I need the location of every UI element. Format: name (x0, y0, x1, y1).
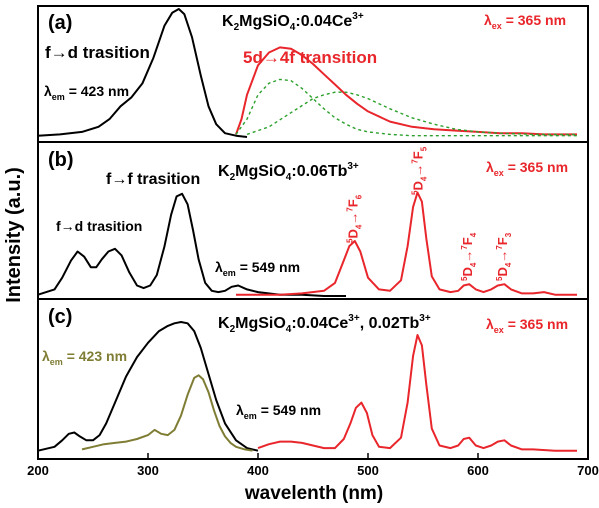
panel-b-series (37, 191, 577, 297)
panel-b-transition-labels: 5D4→7F6 5D4→7F5 5D4→7F4 5D4→7F3 (346, 146, 514, 281)
panel-a-series-2 (235, 78, 577, 137)
panel-a-series-0 (37, 8, 248, 138)
panel-a-fd-transition: f→d trasition (45, 43, 150, 62)
y-axis-title: Intensity (a.u.) (3, 167, 25, 303)
panel-c-series-2 (257, 334, 577, 452)
panel-c-title: K2MgSiO4:0.04Ce3+, 0.02Tb3+ (218, 313, 431, 335)
transition-label-0: 5D4→7F6 (346, 194, 364, 243)
x-tick-label-2: 400 (247, 463, 269, 478)
x-tick-label-5: 700 (577, 463, 599, 478)
panel-a-title: K2MgSiO4:0.04Ce3+ (222, 11, 364, 33)
panel-b-series-1 (236, 191, 577, 296)
x-tick-label-0: 200 (27, 463, 49, 478)
panel-c-lambda-em-549: λem = 549 nm (236, 402, 321, 421)
panel-a-series (37, 8, 577, 138)
panel-c-label: (c) (48, 306, 72, 328)
transition-label-2: 5D4→7F4 (460, 232, 478, 281)
panel-c-frame (37, 298, 589, 460)
x-tick-label-3: 500 (357, 463, 379, 478)
panel-b-label: (b) (48, 149, 74, 171)
panel-b-fd-transition: f→d trasition (56, 218, 142, 234)
panel-a-series-3 (246, 91, 577, 136)
panel-b-excitation: λex = 365 nm (486, 159, 568, 178)
x-axis-ticks: 200 300 400 500 600 700 (27, 453, 599, 478)
panel-a-excitation: λex = 365 nm (484, 12, 566, 31)
x-axis-title: wavelenth (nm) (244, 483, 383, 504)
transition-label-3: 5D4→7F3 (495, 232, 513, 281)
transition-label-1: 5D4→7F5 (411, 146, 429, 195)
panel-b-ff-transition: f→f trasition (106, 171, 200, 188)
x-tick-label-1: 300 (137, 463, 159, 478)
panel-c-series-1 (81, 374, 253, 452)
panel-c-series-0 (37, 321, 259, 452)
panel-a-lambda-em: λem = 423 nm (44, 83, 129, 102)
panel-b-title: K2MgSiO4:0.06Tb3+ (218, 161, 359, 183)
x-tick-label-4: 600 (467, 463, 489, 478)
panel-b-lambda-em: λem = 549 nm (215, 259, 300, 278)
panel-a-label: (a) (48, 12, 72, 34)
panel-c-series (37, 321, 577, 452)
panel-c-excitation: λex = 365 nm (486, 316, 568, 335)
panel-c-lambda-em-423: λem = 423 nm (42, 348, 127, 367)
panel-a-series-1 (235, 46, 577, 136)
panel-b-series-0 (37, 192, 346, 297)
panel-a-5d4f-transition: 5d→4f transition (243, 48, 377, 67)
